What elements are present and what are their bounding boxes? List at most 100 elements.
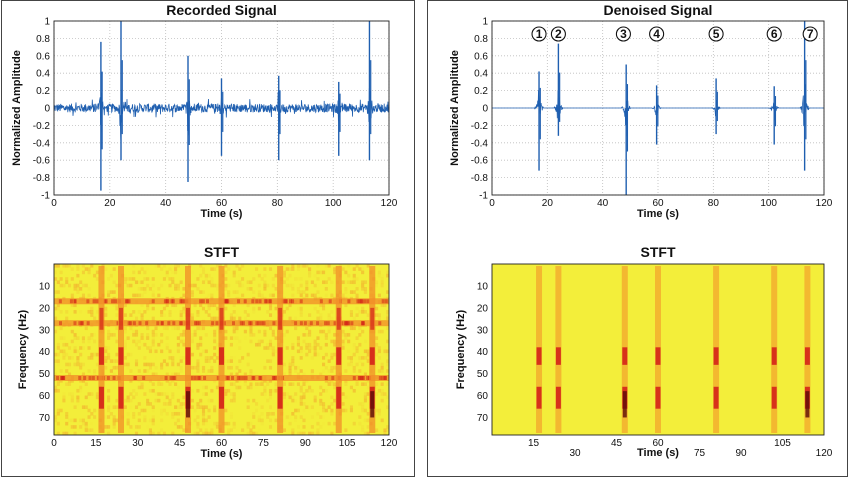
stft-cell <box>386 352 390 357</box>
stft-cell <box>146 346 150 350</box>
stft-cell <box>168 283 172 288</box>
stft-cell <box>70 277 74 281</box>
stft-band-speckle <box>167 321 171 326</box>
x-tick-label: 60 <box>216 438 228 449</box>
stft-cell <box>204 349 208 354</box>
stft-cell <box>363 310 367 314</box>
stft-cell <box>282 362 287 367</box>
stft-cell <box>352 273 356 278</box>
stft-cell <box>327 382 331 386</box>
stft-cell <box>268 342 273 347</box>
stft-cell <box>190 405 194 409</box>
stft-cell <box>182 306 186 311</box>
stft-cell <box>90 336 94 340</box>
stft-cell <box>210 398 214 403</box>
stft-cell <box>316 336 320 340</box>
stft-cell <box>112 372 116 377</box>
stft-cell <box>104 415 108 419</box>
stft-cell <box>349 290 354 294</box>
stft-cell <box>176 398 180 403</box>
stft-cell <box>316 277 320 281</box>
stft-cell <box>160 310 164 314</box>
stft-cell <box>199 264 203 268</box>
stft-cell <box>176 326 180 331</box>
stft-cell <box>294 365 298 370</box>
stft-cell <box>363 392 367 396</box>
stft-cell <box>174 326 178 331</box>
stft-cell <box>263 385 267 390</box>
stft-cell <box>330 352 334 357</box>
stft-cell <box>344 382 348 386</box>
stft-cell <box>271 352 275 357</box>
stft-cell <box>232 382 236 386</box>
denoised-stft-frame <box>491 263 825 436</box>
stft-cell <box>210 280 214 285</box>
x-tick-label: 45 <box>611 438 623 449</box>
denoised-stft-title: STFT <box>641 244 676 260</box>
stft-cell <box>70 418 74 423</box>
stft-cell <box>243 372 247 377</box>
stft-cell <box>205 422 208 426</box>
stft-cell <box>62 356 66 360</box>
stft-event-energy <box>219 347 224 365</box>
stft-cell <box>366 349 370 354</box>
stft-cell <box>319 270 323 275</box>
stft-cell <box>260 421 264 426</box>
stft-cell <box>104 359 108 363</box>
stft-cell <box>104 310 108 314</box>
stft-cell <box>302 409 305 413</box>
stft-cell <box>123 339 127 344</box>
stft-cell <box>246 421 250 426</box>
stft-cell <box>199 339 203 344</box>
stft-cell <box>129 398 133 403</box>
stft-cell <box>316 411 320 416</box>
stft-cell <box>252 398 256 403</box>
stft-cell <box>196 405 200 409</box>
stft-cell <box>308 342 312 347</box>
stft-cell <box>137 425 141 429</box>
stft-cell <box>355 264 359 268</box>
stft-cell <box>107 425 111 429</box>
y-tick-label: 0 <box>482 104 488 115</box>
stft-cell <box>324 287 328 291</box>
x-tick-label: 120 <box>381 198 398 209</box>
stft-cell <box>76 362 80 367</box>
denoised-signal-frame <box>491 20 825 196</box>
stft-cell <box>123 342 127 347</box>
stft-cell <box>76 264 80 268</box>
stft-cell <box>140 333 144 337</box>
stft-cell <box>210 316 214 321</box>
stft-cell <box>213 346 217 350</box>
stft-band-speckle <box>203 376 207 380</box>
stft-cell <box>224 359 228 363</box>
stft-cell <box>196 310 200 314</box>
stft-cell <box>386 313 390 317</box>
stft-cell <box>132 329 136 334</box>
stft-band-speckle <box>165 299 169 304</box>
stft-cell <box>215 326 220 331</box>
stft-cell <box>366 418 370 423</box>
stft-band-speckle <box>211 321 215 326</box>
stft-cell <box>107 290 111 294</box>
stft-cell <box>235 313 238 317</box>
stft-cell <box>65 342 69 347</box>
stft-cell <box>201 290 206 294</box>
stft-cell <box>299 385 303 390</box>
stft-cell <box>132 277 136 281</box>
stft-cell <box>361 287 365 291</box>
stft-cell <box>146 333 150 337</box>
stft-cell <box>280 264 284 268</box>
stft-band-speckle <box>248 321 252 326</box>
stft-event-4 <box>218 266 225 433</box>
stft-cell <box>140 336 144 340</box>
stft-cell <box>229 428 233 433</box>
y-tick-label: -0.8 <box>33 173 51 184</box>
stft-band-speckle <box>383 376 387 380</box>
stft-cell <box>104 346 108 350</box>
x-tick-label: 120 <box>816 198 833 209</box>
stft-cell <box>302 402 306 406</box>
event-marker-7: 7 <box>802 26 818 42</box>
stft-cell <box>81 264 86 268</box>
stft-cell <box>93 333 96 337</box>
stft-cell <box>269 386 272 390</box>
